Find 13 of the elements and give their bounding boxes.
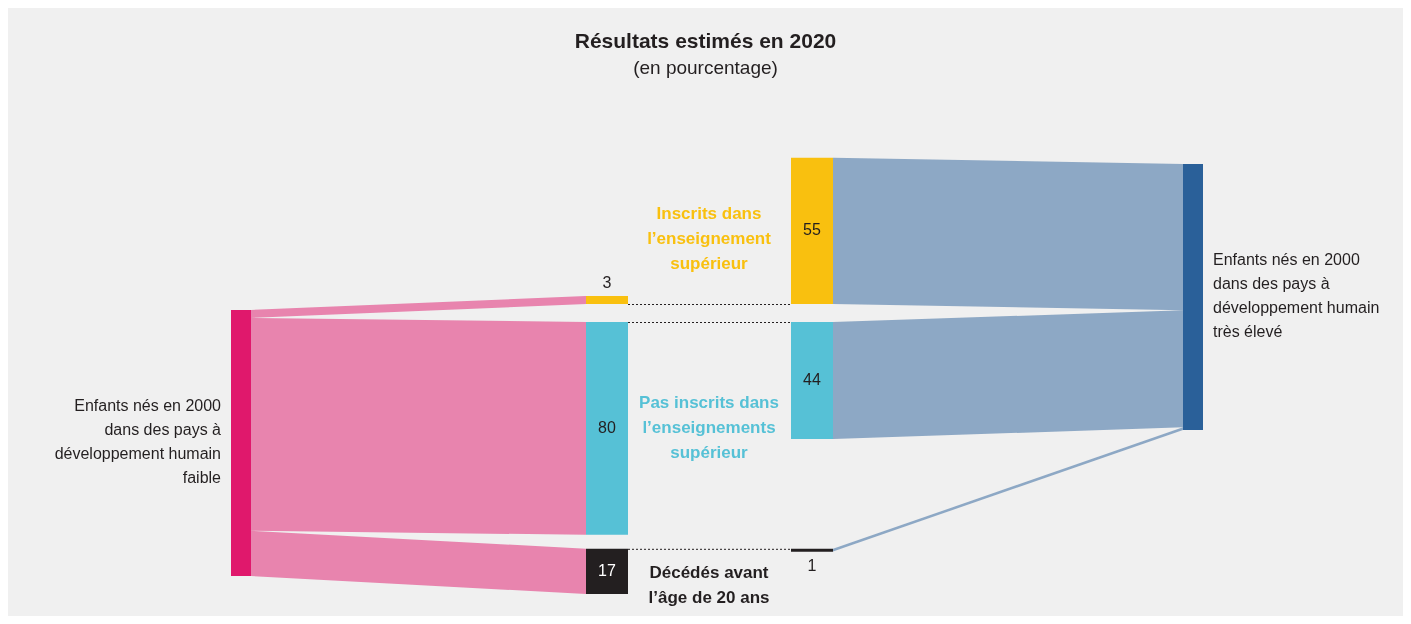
series-label: Inscrits dans l’enseignement supérieur	[647, 203, 772, 273]
text: Résultats estimés en 2020	[574, 29, 837, 53]
data-label: 55	[803, 221, 821, 239]
series-label: Décédés avant l’âge de 20 ans	[648, 562, 770, 607]
data-label: 3	[602, 274, 612, 292]
category-label: Enfants nés en 2000 dans des pays à développement humain très élevé	[1213, 251, 1380, 341]
text: (en pourcentage)	[633, 56, 778, 78]
category-label: Enfants nés en 2000 dans des pays à développement humain faible	[54, 397, 222, 487]
data-label: 1	[807, 556, 817, 574]
series-label: Pas inscrits dans l’enseignements supérieur	[639, 393, 779, 463]
data-label: 44	[803, 370, 821, 388]
data-label: 80	[598, 418, 616, 436]
data-label: 17	[598, 561, 616, 579]
